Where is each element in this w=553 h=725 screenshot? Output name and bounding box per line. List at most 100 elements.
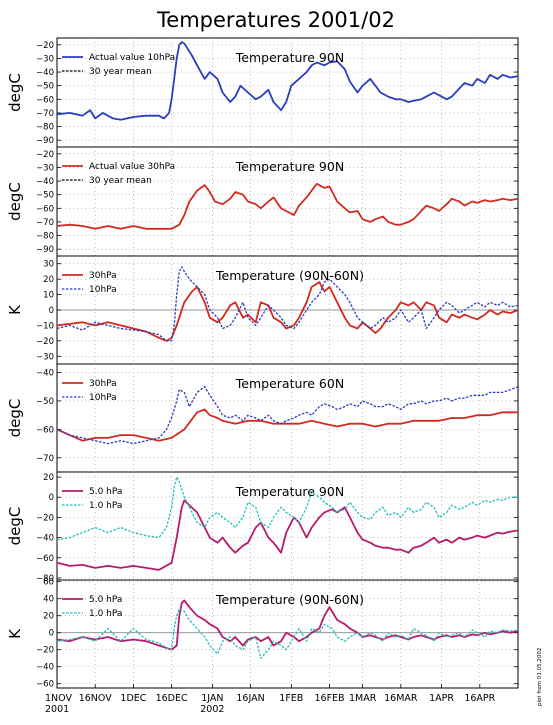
plot-frame (56, 37, 519, 148)
y-tick-label: −40 (36, 177, 54, 187)
x-tick-label: 16APR (464, 693, 495, 704)
x-tick-label: 1DEC (120, 693, 146, 704)
x-tick-label: 1FEB (279, 693, 303, 704)
x-tick-label: 1JAN (201, 693, 223, 704)
y-tick-label: −40 (36, 68, 54, 78)
y-tick-label: 0 (49, 629, 54, 639)
y-axis-label: degC (6, 73, 24, 112)
series-line-1 (56, 499, 519, 571)
y-axis-label: K (6, 304, 24, 315)
series-line-1 (56, 41, 519, 121)
y-tick-label: −60 (36, 204, 54, 214)
y-axis-label: degC (6, 507, 24, 546)
y-tick-label: −50 (36, 397, 54, 407)
y-tick-label: 40 (43, 595, 54, 605)
y-tick-label: −30 (36, 163, 54, 173)
legend-label: 1.0 hPa (89, 501, 122, 511)
panel-title: Temperature 60N (235, 376, 344, 391)
y-axis-label: K (6, 628, 24, 639)
x-tick-label: 1NOV (45, 693, 72, 704)
y-tick-label: −40 (36, 663, 54, 673)
panel-4: −70 −60 −50 −40 degC Temperature 60N 30hPa 10hP… (6, 363, 519, 473)
panel-6: −60 −40 −20 0 20 40 60 K Temperature (90N-60N) 5.… (6, 578, 519, 690)
legend-label: 30 year mean (89, 67, 152, 77)
legend-label: Actual value 30hPa (89, 162, 175, 172)
legend-label: 5.0 hPa (89, 595, 122, 605)
legend-label: Actual value 10hPa (89, 53, 175, 63)
legend-label: 5.0 hPa (89, 487, 122, 497)
y-tick-label: −20 (36, 41, 54, 51)
y-tick-label: 10 (43, 291, 54, 301)
x-tick-year: 2001 (45, 704, 69, 715)
series-line-1 (56, 281, 519, 342)
y-tick-label: 20 (43, 275, 54, 285)
x-tick-label: 1APR (429, 693, 454, 704)
panel-title: Temperature 90N (235, 50, 344, 65)
figure-title: Temperatures 2001/02 (156, 8, 395, 32)
x-tick-label: 16DEC (156, 693, 188, 704)
y-tick-label: −60 (36, 554, 54, 564)
legend-label: 10hPa (89, 393, 117, 403)
y-tick-label: −90 (36, 136, 54, 146)
panel-2: −90 −80 −70 −60 −50 −40 −30 −20 degC Temperature … (6, 146, 519, 257)
y-tick-label: −30 (36, 54, 54, 64)
plot-frame (56, 471, 519, 581)
series-line-2 (56, 608, 519, 659)
y-tick-label: 20 (43, 473, 54, 483)
y-tick-label: −20 (36, 513, 54, 523)
y-tick-label: −30 (36, 352, 54, 362)
legend-label: 10hPa (89, 285, 117, 295)
series-line-1 (56, 408, 518, 442)
x-tick-label: 16MAR (384, 693, 418, 704)
y-tick-label: −20 (36, 337, 54, 347)
y-tick-label: −70 (36, 109, 54, 119)
y-tick-label: 60 (43, 578, 54, 588)
series-line-2 (56, 476, 518, 541)
x-tick-label: 16FEB (314, 693, 344, 704)
panels: −90 −80 −70 −60 −50 −40 −30 −20 degC Temperature … (6, 37, 519, 690)
footnote: plot from 01.05.2002 (537, 648, 543, 706)
y-tick-label: −90 (36, 245, 54, 255)
y-tick-label: −80 (36, 574, 54, 584)
y-tick-label: −40 (36, 369, 54, 379)
panel-title: Temperature (90N-60N) (215, 268, 364, 283)
panel-5: −80 −60 −40 −20 0 20 degC Temperature 90N 5.0 hP… (6, 471, 519, 584)
y-tick-label: 20 (43, 612, 54, 622)
y-tick-label: −60 (36, 95, 54, 105)
legend-label: 30 year mean (89, 176, 152, 186)
y-tick-label: −20 (36, 646, 54, 656)
series-line-1 (56, 182, 519, 230)
legend-label: 1.0 hPa (89, 609, 122, 619)
y-axis-label: degC (6, 399, 24, 438)
y-tick-label: −40 (36, 534, 54, 544)
panel-1: −90 −80 −70 −60 −50 −40 −30 −20 degC Temperature … (6, 37, 519, 148)
plot-frame (56, 363, 519, 473)
x-tick-label: 1MAR (349, 693, 377, 704)
y-tick-label: −60 (36, 680, 54, 690)
panel-title: Temperature 90N (235, 159, 344, 174)
panel-title: Temperature 90N (235, 484, 344, 499)
y-tick-label: −60 (36, 425, 54, 435)
panel-3: −30 −20 −10 0 10 20 30 K Temperature (90N-60N) 30… (6, 255, 519, 365)
legend-label: 30hPa (89, 379, 117, 389)
y-tick-label: −10 (36, 321, 54, 331)
panel-title: Temperature (90N-60N) (215, 592, 364, 607)
y-tick-label: −50 (36, 191, 54, 201)
y-tick-label: 30 (43, 260, 54, 270)
y-tick-label: 0 (49, 306, 54, 316)
series-line-2 (56, 266, 519, 342)
y-tick-label: 0 (49, 493, 54, 503)
x-tick-label: 16JAN (236, 693, 264, 704)
x-tick-label: 16NOV (79, 693, 113, 704)
y-tick-label: −80 (36, 232, 54, 242)
series-line-2 (56, 386, 519, 445)
y-tick-label: −70 (36, 218, 54, 228)
y-tick-label: −80 (36, 123, 54, 133)
y-tick-label: −50 (36, 82, 54, 92)
x-tick-year: 2002 (200, 704, 224, 715)
y-axis-label: degC (6, 182, 24, 221)
y-tick-label: −70 (36, 454, 54, 464)
legend-label: 30hPa (89, 271, 117, 281)
